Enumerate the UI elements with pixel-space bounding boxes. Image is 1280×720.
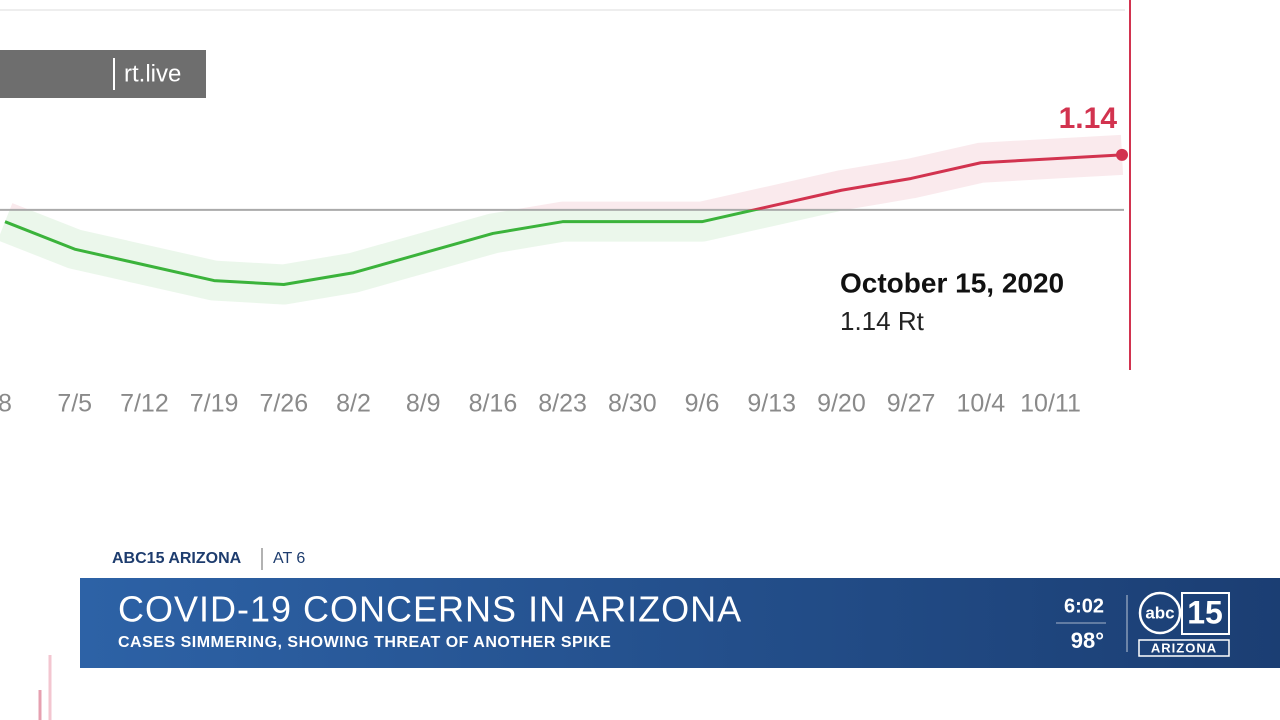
x-tick-label: 10/4 (956, 390, 1005, 418)
rt-line (747, 153, 1123, 210)
end-dot (1116, 148, 1128, 161)
temperature: 98° (1071, 628, 1104, 653)
x-tick-label: 8 (0, 390, 12, 418)
annotation-title: October 15, 2020 (840, 267, 1064, 298)
watermark: rt.live (124, 60, 181, 87)
logo-circle (1138, 591, 1182, 635)
logo-region-box (1138, 639, 1230, 657)
headline: COVID-19 CONCERNS IN ARIZONA (118, 589, 742, 630)
x-tick-label: 9/6 (685, 390, 720, 418)
time: 6:02 (1064, 595, 1104, 617)
x-tick-label: 8/2 (336, 390, 371, 418)
x-tick-label: 7/12 (120, 390, 169, 418)
x-tick-label: 8/16 (469, 390, 518, 418)
rt-line (4, 209, 762, 287)
show-tab (98, 545, 330, 578)
x-tick-label: 8/30 (608, 390, 657, 418)
x-tick-label: 8/23 (538, 390, 587, 418)
x-tick-label: 7/19 (190, 390, 239, 418)
show: AT 6 (273, 550, 305, 567)
logo-box (1181, 592, 1230, 635)
logo-number: 15 (1187, 594, 1223, 630)
x-tick-label: 10/11 (1020, 390, 1081, 418)
subhead: CASES SIMMERING, SHOWING THREAT OF ANOTH… (118, 634, 611, 651)
x-tick-label: 9/27 (887, 390, 936, 418)
plot: 8 7/5 7/12 7/19 7/26 8/2 8/9 8/16 8/23 8/30 9/6 9/1… (0, 102, 1128, 418)
x-tick-label: 9/13 (747, 390, 796, 418)
annotation-text: 1.14 Rt (840, 306, 925, 336)
x-tick-label: 8/9 (406, 390, 441, 418)
watermark-bar (0, 50, 206, 98)
value-label: 1.14 (1059, 102, 1118, 135)
station: ABC15 ARIZONA (112, 550, 242, 567)
logo-region: ARIZONA (1151, 640, 1217, 655)
x-tick-label: 9/20 (817, 390, 866, 418)
x-tick-label: 7/26 (259, 390, 308, 418)
logo-text: abc (1145, 603, 1174, 622)
x-tick-label: 7/5 (57, 390, 92, 418)
